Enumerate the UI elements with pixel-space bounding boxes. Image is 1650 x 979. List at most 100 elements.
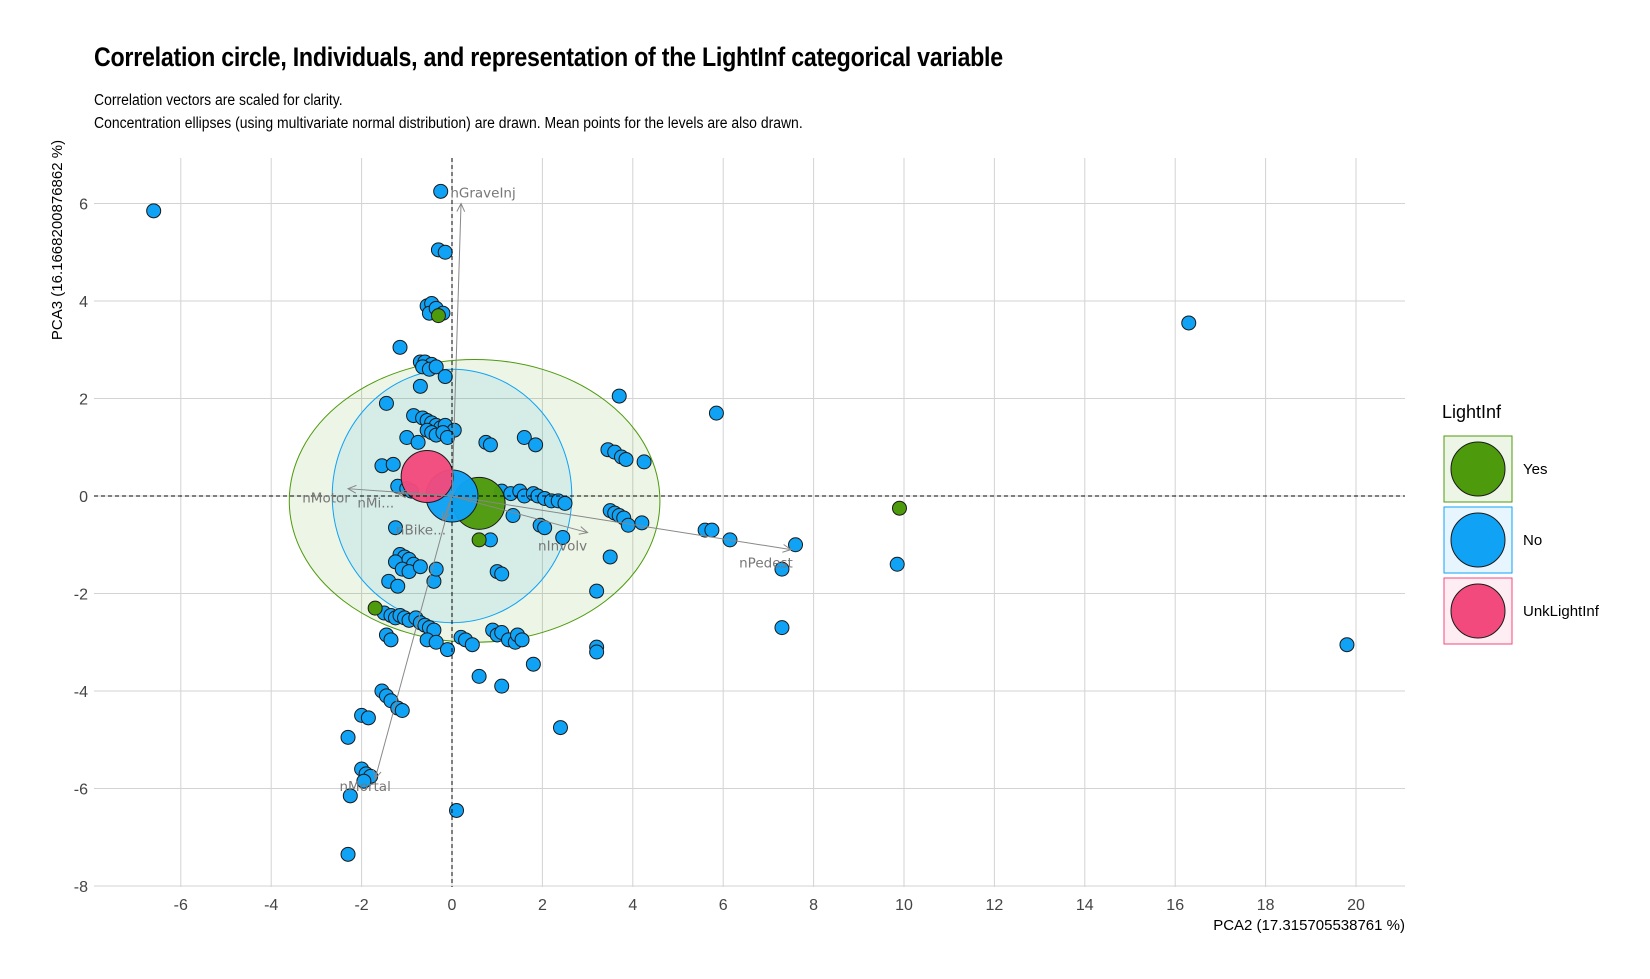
point-no [528, 437, 544, 453]
vector-label: nPedest [739, 556, 793, 572]
point-no [618, 451, 634, 467]
point-no [774, 561, 790, 577]
x-tick-label: 2 [538, 897, 547, 914]
point-no [516, 430, 532, 445]
axis-ticks: -6 -4 -2 0 2 4 6 8 10 12 14 16 18 20 -8 -6 -4 -2 0 2 4 6 [74, 197, 1365, 915]
point-no [471, 668, 487, 684]
x-tick-label: 18 [1257, 897, 1275, 914]
vector-arrowhead [456, 202, 466, 212]
point-yes [891, 500, 907, 516]
point-no [383, 632, 399, 648]
chart-subtitle-line-1: Correlation vectors are scaled for clari… [94, 92, 343, 109]
legend-title: LightInf [1442, 402, 1502, 422]
x-tick-label: 16 [1166, 897, 1184, 914]
y-tick-label: -8 [74, 879, 88, 896]
vector-arrowhead [373, 769, 382, 780]
vector-nmi [397, 493, 453, 497]
point-no [505, 508, 521, 523]
x-tick-label: 12 [986, 897, 1004, 914]
x-tick-label: 14 [1076, 897, 1094, 914]
y-axis-title: PCA3 (16.1668200876862 %) [49, 140, 66, 340]
point-no [437, 369, 453, 385]
point-no [410, 434, 426, 450]
point-no [636, 454, 652, 470]
vector-label: nInvolv [538, 539, 587, 555]
x-tick-label: -4 [264, 897, 278, 914]
point-no [388, 520, 403, 536]
point-no [620, 517, 636, 533]
x-axis-title: PCA2 (17.315705538761 %) [1213, 917, 1405, 934]
point-no [704, 522, 720, 538]
point-no [1181, 315, 1197, 331]
point-no [555, 529, 571, 545]
point-no [360, 710, 376, 726]
point-no [412, 378, 428, 394]
legend-label-yes: Yes [1523, 461, 1547, 478]
y-tick-label: -6 [74, 782, 88, 799]
zero-lines [94, 158, 1405, 887]
point-no [589, 644, 605, 660]
point-no [494, 566, 510, 582]
x-tick-label: 6 [719, 897, 728, 914]
point-no [392, 339, 408, 355]
y-tick-label: 0 [79, 489, 88, 506]
point-no [708, 405, 724, 421]
vector-arrowhead [346, 484, 357, 494]
x-tick-label: 4 [628, 897, 637, 914]
vector-arrowhead [396, 489, 407, 499]
vector-label: nMi... [357, 496, 394, 512]
point-no [439, 430, 455, 445]
x-tick-label: 10 [895, 897, 913, 914]
point-no [464, 637, 480, 653]
point-no [482, 437, 498, 453]
point-no [514, 632, 530, 648]
legend-label-unklightinf: UnkLightInf [1523, 603, 1600, 620]
point-no [342, 788, 358, 804]
point-no [602, 549, 618, 565]
individual-points [146, 183, 1355, 862]
point-no [589, 583, 605, 599]
legend-symbol-unklightinf [1450, 583, 1506, 639]
correlation-vectors: nGraveInj nMotor nMi...nBike... nInvolv nPed… [302, 186, 793, 795]
y-tick-label: -2 [74, 587, 88, 604]
vector-label: nMortal [339, 779, 390, 795]
point-no [385, 456, 401, 472]
point-no [412, 559, 428, 575]
legend: LightInf Yes No UnkLightInf [1442, 402, 1600, 645]
grid [94, 158, 1405, 887]
point-no [340, 846, 356, 862]
vector-ninvolv [451, 495, 588, 534]
point-no [428, 359, 444, 375]
point-no [611, 388, 627, 404]
vector-arrowhead [578, 526, 589, 535]
chart-subtitle-line-2: Concentration ellipses (using multivaria… [94, 115, 803, 132]
vector-arrowhead [782, 544, 793, 553]
x-tick-label: 20 [1347, 897, 1365, 914]
point-no [356, 773, 372, 789]
point-no [439, 642, 455, 658]
y-tick-label: 4 [79, 294, 88, 311]
point-no [634, 515, 650, 531]
mean-point-unklightinf [400, 450, 454, 503]
point-no [557, 495, 573, 511]
point-no [433, 183, 449, 199]
x-tick-label: -6 [174, 897, 188, 914]
point-no [889, 556, 905, 572]
point-no [390, 578, 406, 594]
point-yes [430, 308, 446, 324]
vector-label: nGraveInj [450, 186, 515, 202]
legend-label-no: No [1523, 532, 1542, 549]
point-no [1339, 637, 1355, 653]
point-no [437, 244, 453, 260]
point-no [394, 703, 410, 718]
chart-title: Correlation circle, Individuals, and rep… [94, 42, 1003, 72]
point-no [774, 620, 790, 636]
vector-arrowhead [441, 511, 450, 522]
vector-ngraveinj [451, 203, 462, 497]
point-yes [367, 600, 383, 616]
point-no [378, 395, 394, 411]
x-tick-label: 0 [448, 897, 457, 914]
y-tick-label: 6 [79, 197, 88, 214]
point-yes [471, 532, 487, 548]
